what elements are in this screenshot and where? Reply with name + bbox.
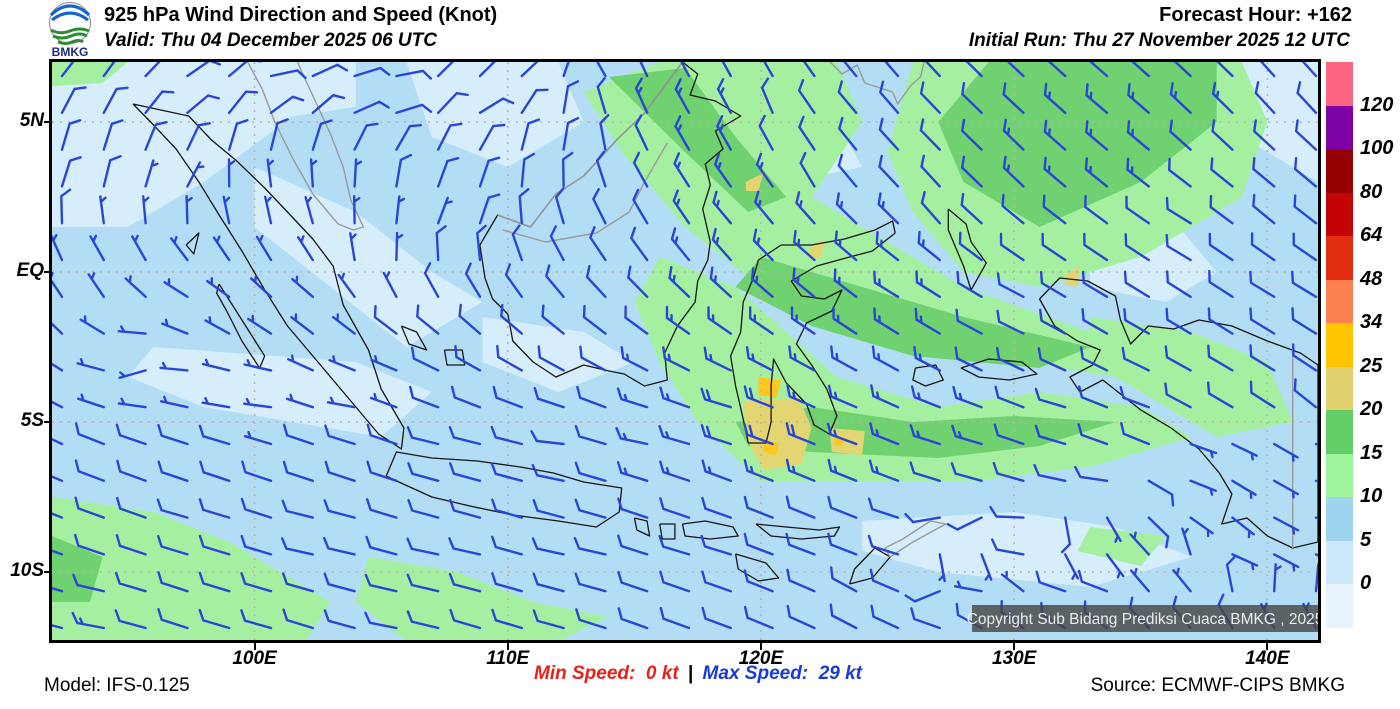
colorbar-label: 120 [1360,93,1394,116]
colorbar-label: 100 [1360,137,1394,160]
lat-label: 10S [10,560,44,581]
minmax-speed-line: Min Speed: 0 kt | Max Speed: 29 kt [534,663,862,685]
colorbar-segment [1326,453,1353,498]
svg-text:Copyright Sub Bidang Prediksi: Copyright Sub Bidang Prediksi Cuaca BMKG… [967,611,1318,628]
lon-tick [1013,642,1016,650]
colorbar-label: 80 [1360,180,1383,203]
page-title: 925 hPa Wind Direction and Speed (Knot) [104,4,498,26]
lat-label: 5S [20,410,44,431]
colorbar-label: 25 [1360,354,1383,377]
colorbar-label: 15 [1360,441,1383,464]
lat-tick [44,271,50,273]
colorbar-segment [1326,236,1353,280]
lon-label: 130E [991,648,1037,669]
colorbar-label: 10 [1360,485,1383,508]
colorbar-segment [1326,497,1353,541]
colorbar-segment [1326,366,1353,411]
lon-label: 140E [1245,648,1290,669]
lat-tick [44,421,50,423]
colorbar-segment [1326,323,1353,367]
bmkg-logo: BMKG [49,2,91,59]
min-speed-label: Min Speed: 0 kt [534,663,679,684]
lat-tick [44,571,50,573]
lon-label: 110E [486,648,530,669]
colorbar-label: 20 [1360,398,1383,421]
colorbar-label: 64 [1360,224,1383,247]
forecast-hour: Forecast Hour: +162 [1159,4,1352,26]
max-speed-label: Max Speed: 29 kt [702,663,863,684]
logo-sky-lines [49,4,91,22]
wind-map-canvas: Copyright Sub Bidang Prediksi Cuaca BMKG… [52,62,1318,640]
colorbar-segment [1326,279,1353,324]
speed-colorbar [1326,62,1353,628]
initial-run: Initial Run: Thu 27 November 2025 12 UTC [968,30,1350,51]
colorbar-segment [1326,410,1353,454]
lat-label: EQ [16,260,44,281]
colorbar-segment [1326,105,1353,150]
lat-tick [44,121,50,123]
colorbar-label: 34 [1360,311,1383,334]
lon-tick [1266,642,1269,650]
minmax-separator: | [687,663,694,684]
colorbar-segment [1326,540,1353,585]
colorbar-label: 48 [1360,267,1383,290]
colorbar-label: 0 [1360,572,1372,595]
colorbar-segment [1326,192,1353,237]
lon-tick [253,642,256,650]
lon-label: 120E [738,648,784,669]
lon-tick [759,642,762,650]
wind-map: Copyright Sub Bidang Prediksi Cuaca BMKG… [49,59,1321,643]
lat-label: 5N [19,110,44,131]
colorbar-label: 5 [1360,528,1372,551]
model-label: Model: IFS-0.125 [44,675,190,696]
valid-time: Valid: Thu 04 December 2025 06 UTC [104,30,437,51]
colorbar-segment [1326,62,1353,106]
lon-label: 100E [232,648,277,669]
logo-text: BMKG [52,45,89,59]
colorbar-segment [1326,149,1353,193]
colorbar-segment [1326,584,1353,628]
lon-tick [506,642,509,650]
logo-earth-waves [50,27,90,45]
source-label: Source: ECMWF-CIPS BMKG [1090,675,1345,696]
